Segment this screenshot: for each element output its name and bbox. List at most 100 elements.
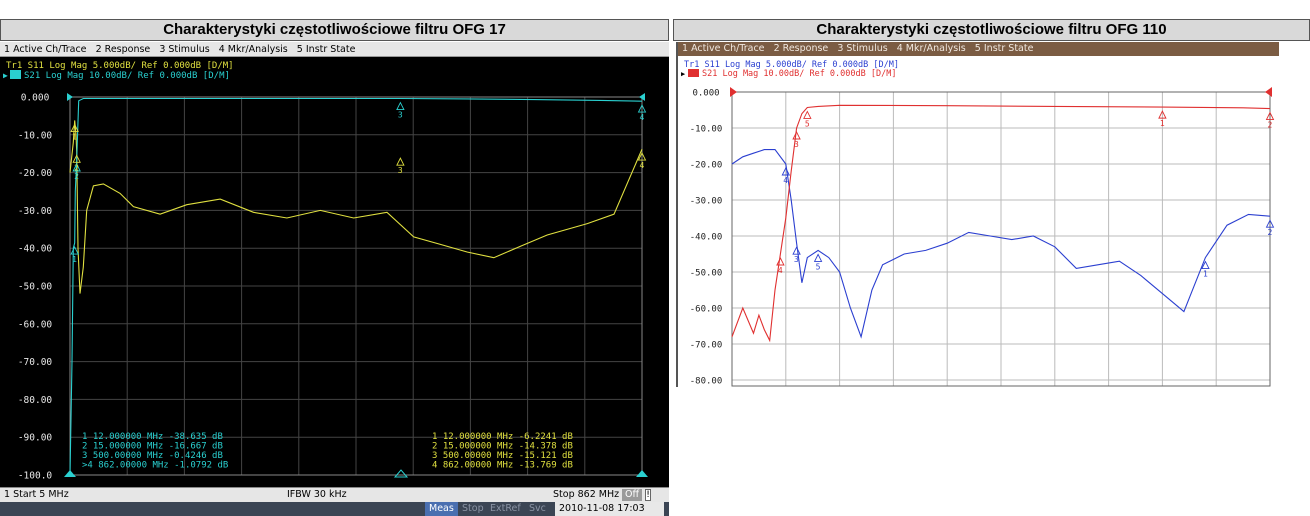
stop-freq[interactable]: Stop 862 MHz [553, 489, 620, 500]
left-marker-readout-s11: 1 12.000000 MHz -6.2241 dB [432, 432, 573, 442]
right-marker-s11-1 [1201, 260, 1210, 270]
left-y-tick-label: -70.00 [18, 357, 53, 368]
left-y-tick-label: 0.000 [21, 93, 50, 104]
right-active-trace-box [688, 69, 699, 77]
right-marker-s21-3 [792, 130, 801, 140]
right-marker-s21-2-label: 2 [1268, 121, 1273, 130]
left-marker-s11-4 [637, 152, 647, 161]
right-y-tick-label: -70.00 [690, 341, 723, 351]
right-active-arrow: ▶ [681, 70, 686, 78]
right-plot-border [731, 91, 1271, 387]
right-series-s21 [731, 104, 1271, 343]
left-chart: 0.000 -10.00 -20.00 -30.00 -40.00 -50.00 -60.0… [0, 57, 669, 487]
right-y-tick-label: -50.00 [690, 269, 723, 279]
right-ref-arrow-right [1265, 87, 1272, 97]
left-marker-s11-2 [72, 154, 81, 163]
right-marker-s11-5-label: 5 [816, 262, 821, 271]
left-marker-s11-2-label: 2 [74, 163, 79, 172]
left-marker-s21-3-label: 3 [398, 111, 403, 120]
left-marker-s11-3 [396, 157, 405, 166]
right-marker-s21-4-label: 4 [778, 266, 783, 275]
right-analyzer-panel: 1 Active Ch/Trace 2 Response 3 Stimulus … [676, 42, 1279, 387]
ifbw[interactable]: IFBW 30 kHz [287, 489, 347, 500]
left-series-s11 [69, 120, 643, 294]
left-marker-readout-s11: 2 15.000000 MHz -14.378 dB [432, 442, 573, 452]
left-marker-readout-s21: 1 12.000000 MHz -38.635 dB [82, 432, 223, 442]
right-menu-bar[interactable]: 1 Active Ch/Trace 2 Response 3 Stimulus … [678, 42, 1279, 56]
right-marker-s11-2-label: 2 [1268, 228, 1273, 237]
left-bottom-marker-end [636, 470, 648, 477]
right-y-tick-label: 0.000 [692, 89, 719, 99]
left-marker-s11-1-label: 1 [72, 133, 77, 142]
right-trace1-label: Tr1 S11 Log Mag 5.000dB/ Ref 0.000dB [D/… [684, 60, 899, 70]
left-y-tick-label: -30.00 [18, 206, 53, 217]
right-marker-s11-4-label: 4 [783, 176, 788, 185]
left-series-s21 [69, 97, 643, 476]
left-marker-s21-3 [396, 101, 405, 111]
left-marker-readout-s21: 2 15.000000 MHz -16.667 dB [82, 442, 223, 452]
right-marker-s21-5-label: 5 [805, 119, 810, 128]
right-trace2-label: S21 Log Mag 10.00dB/ Ref 0.000dB [D/M] [702, 69, 896, 79]
left-trace1-label: Tr1 S11 Log Mag 5.000dB/ Ref 0.000dB [D/… [6, 61, 234, 71]
right-title: Charakterystyki częstotliwościowe filtru… [673, 19, 1310, 41]
right-marker-s11-3-label: 3 [794, 255, 799, 264]
left-analyzer-panel: 1 Active Ch/Trace 2 Response 3 Stimulus … [0, 42, 669, 516]
left-bottom-marker-mid [393, 469, 409, 478]
left-plot-background [0, 57, 669, 487]
left-active-trace-box [10, 70, 21, 79]
right-marker-s21-5 [803, 110, 812, 119]
status-svc: Svc [529, 503, 546, 514]
left-y-tick-label: -50.00 [18, 282, 53, 293]
left-active-arrow: ▶ [3, 71, 8, 80]
left-y-tick-label: -20.00 [18, 168, 53, 179]
right-plot-background [678, 56, 1279, 387]
right-marker-s11-5 [813, 253, 823, 262]
right-chart: 0.000 -10.00 -20.00 -30.00 -40.00 -50.00 -60.0… [678, 56, 1279, 387]
right-marker-s21-2 [1265, 111, 1275, 121]
left-y-tick-label: -80.00 [18, 395, 53, 406]
left-ref-arrow-right [639, 93, 645, 101]
left-status-bar: Meas Stop ExtRef Svc 2010-11-08 17:03 [0, 502, 669, 516]
right-y-tick-label: -80.00 [690, 377, 723, 387]
right-y-tick-label: -10.00 [690, 125, 723, 135]
status-stop: Stop [462, 503, 484, 514]
left-y-tick-label: -10.00 [18, 130, 53, 141]
left-marker-s21-1 [70, 246, 79, 255]
left-marker-s11-4-label: 4 [640, 161, 645, 170]
left-ref-arrow-left [67, 93, 73, 101]
left-marker-s21-1-label: 1 [72, 255, 77, 264]
right-marker-s21-4 [776, 256, 785, 266]
left-y-tick-label: -100.0 [18, 471, 53, 482]
left-marker-s11-3-label: 3 [398, 166, 403, 175]
left-plot-border [69, 96, 643, 476]
left-trace2-label: S21 Log Mag 10.00dB/ Ref 0.000dB [D/M] [24, 71, 230, 81]
left-marker-s11-1 [70, 123, 79, 132]
left-marker-s21-4-label: 4 [640, 113, 645, 122]
left-title: Charakterystyki częstotliwościowe filtru… [0, 19, 669, 41]
left-marker-s21-2-label: 2 [74, 172, 79, 181]
status-extref: ExtRef [490, 503, 521, 514]
right-marker-s21-1 [1158, 110, 1167, 119]
right-y-tick-label: -30.00 [690, 197, 723, 207]
left-stimulus-bar: 1 Start 5 MHz IFBW 30 kHz Stop 862 MHz O… [0, 487, 669, 502]
left-y-tick-label: -90.00 [18, 433, 53, 444]
right-marker-s11-3 [792, 246, 801, 255]
left-marker-readout-s11: 3 500.00000 MHz -15.121 dB [432, 451, 573, 461]
left-y-tick-label: -60.00 [18, 319, 53, 330]
left-marker-readout-s11: 4 862.00000 MHz -13.769 dB [432, 461, 573, 471]
right-ref-arrow-left [730, 87, 737, 97]
start-freq[interactable]: 1 Start 5 MHz [4, 489, 69, 500]
left-marker-readout-s21: >4 862.00000 MHz -1.0792 dB [82, 461, 228, 471]
right-y-tick-label: -20.00 [690, 161, 723, 171]
right-marker-s11-2 [1265, 219, 1275, 228]
left-marker-s21-2 [72, 162, 81, 172]
left-menu-bar[interactable]: 1 Active Ch/Trace 2 Response 3 Stimulus … [0, 42, 669, 57]
right-y-tick-label: -40.00 [690, 233, 723, 243]
left-marker-readout-s21: 3 500.00000 MHz -0.4246 dB [82, 451, 223, 461]
off-button[interactable]: Off [622, 489, 642, 501]
status-meas: Meas [425, 502, 458, 516]
right-marker-s11-1-label: 1 [1203, 270, 1208, 279]
right-y-tick-label: -60.00 [690, 305, 723, 315]
left-y-tick-label: -40.00 [18, 244, 53, 255]
